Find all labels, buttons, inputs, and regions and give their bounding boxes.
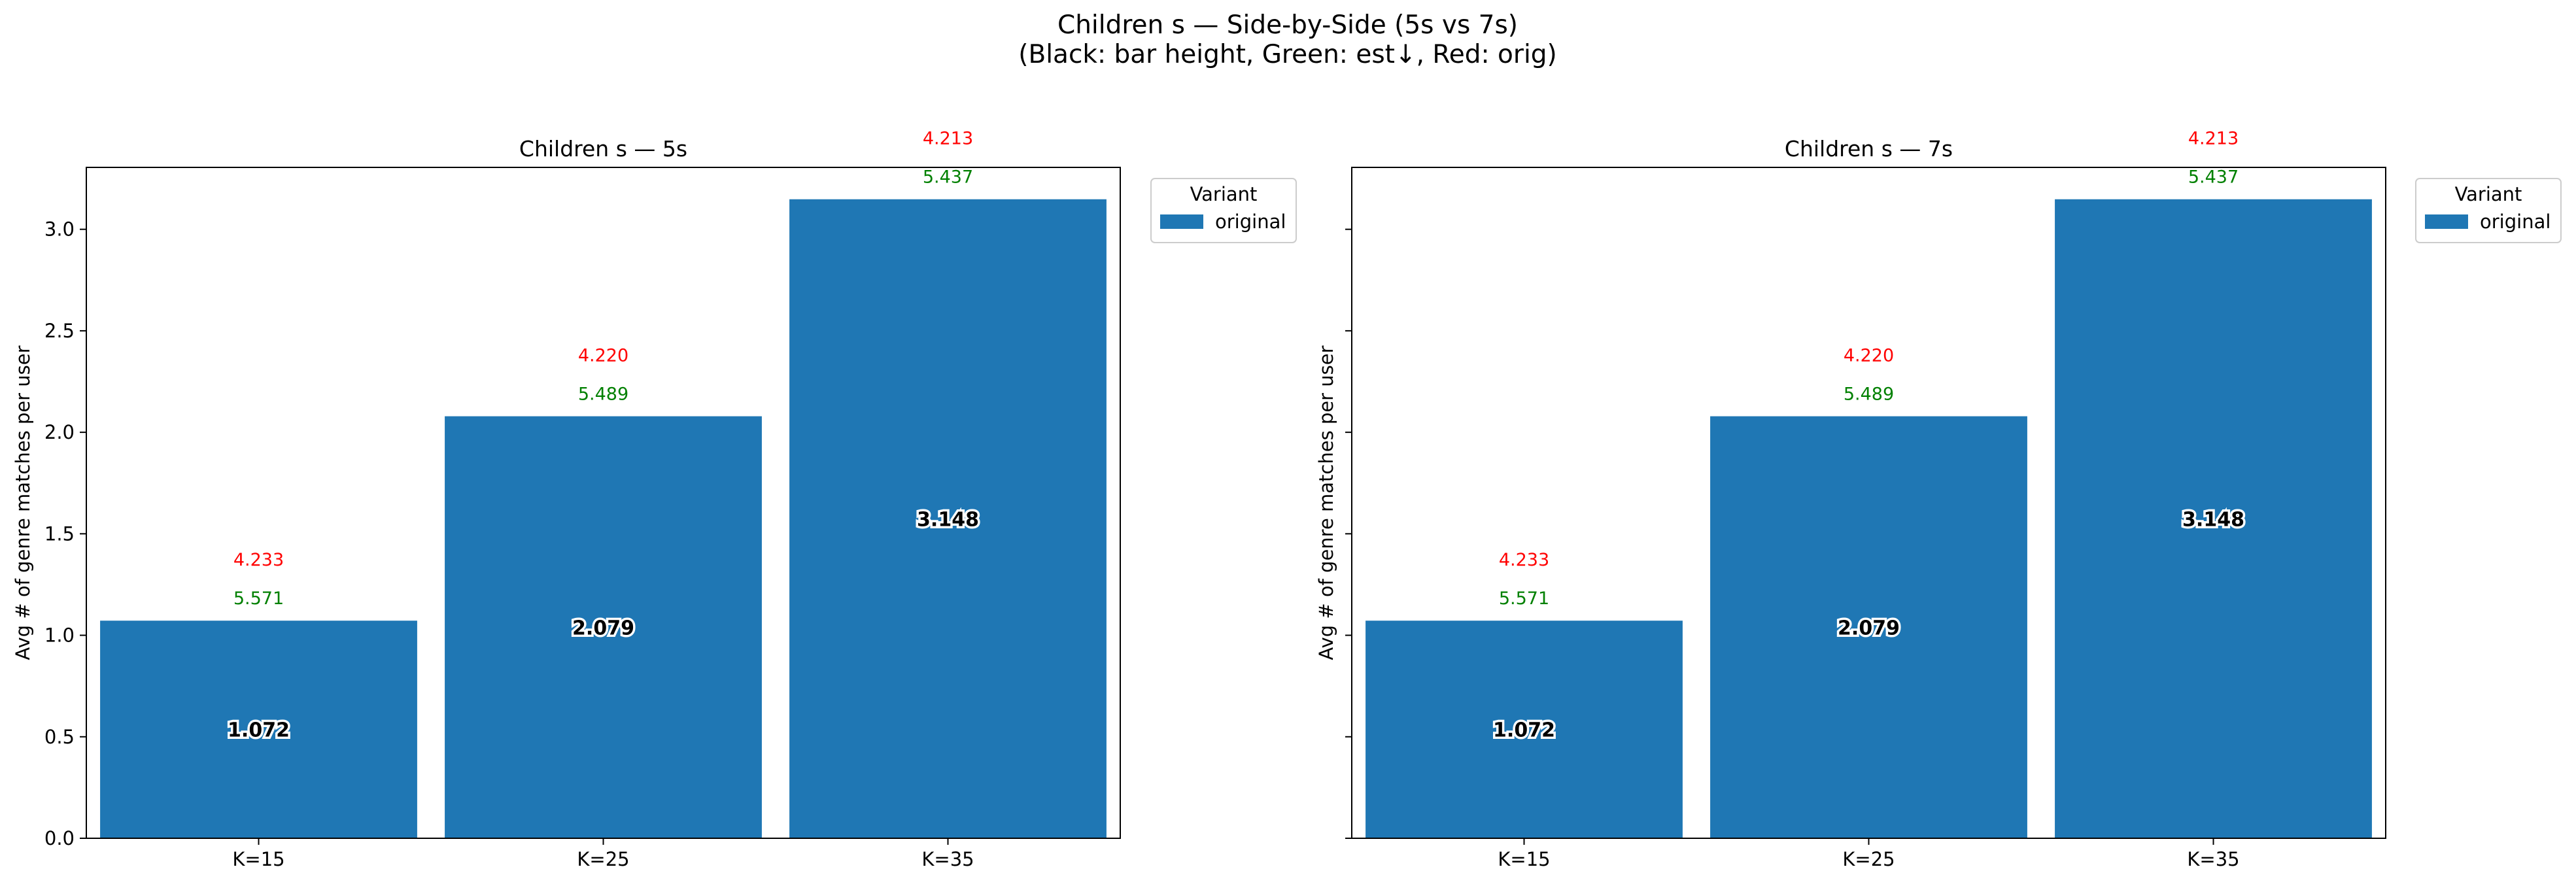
bar-k25 xyxy=(1710,416,2027,838)
bar-value-label: 3.148 xyxy=(2182,508,2244,531)
y-tick-label: 1.5 xyxy=(44,522,75,545)
legend-swatch xyxy=(2425,214,2468,229)
y-tick-label: 0.0 xyxy=(44,827,75,849)
est-value-label: 5.571 xyxy=(1499,588,1549,609)
est-value-label: 5.571 xyxy=(233,588,284,609)
y-axis-label: Avg # of genre matches per user xyxy=(1315,345,1337,660)
x-tick-label: K=25 xyxy=(1842,848,1895,870)
bar-value-label: 3.148 xyxy=(917,508,979,531)
figure-title-line-1: Children s — Side-by-Side (5s vs 7s) xyxy=(1057,10,1518,40)
bar-value-label: 1.072 xyxy=(1493,719,1555,742)
bar-value-label: 2.079 xyxy=(1838,617,1900,639)
chart-title: Children s — 7s xyxy=(1785,136,1953,162)
x-tick-label: K=15 xyxy=(1498,848,1550,870)
bar-k15 xyxy=(100,621,417,838)
y-tick-label: 0.5 xyxy=(44,726,75,748)
legend-title: Variant xyxy=(2455,183,2522,205)
legend-entry-label: original xyxy=(1215,211,1286,233)
chart-title: Children s — 5s xyxy=(519,136,687,162)
figure-title-line-2: (Black: bar height, Green: est↓, Red: or… xyxy=(1018,40,1557,69)
bar-k15 xyxy=(1365,621,1683,838)
legend-title: Variant xyxy=(1190,183,1258,205)
bar-k35 xyxy=(789,199,1107,838)
orig-value-label: 4.233 xyxy=(1499,550,1549,570)
chart-panel-2: 1.072 5.571 4.233 2.079 5.489 4.220 3.148 5.437… xyxy=(1315,129,2562,870)
y-tick-label: 2.5 xyxy=(44,320,75,342)
x-tick-label: K=35 xyxy=(921,848,974,870)
legend-entry-label: original xyxy=(2480,211,2550,233)
charts-layer: 1.072 5.571 4.233 2.079 5.489 4.220 3.148 5.437… xyxy=(12,129,2562,870)
bar-value-label: 2.079 xyxy=(572,617,634,639)
x-tick-label: K=25 xyxy=(577,848,629,870)
chart-panel-1: 1.072 5.571 4.233 2.079 5.489 4.220 3.148 5.437… xyxy=(12,129,1297,870)
y-tick-label: 1.0 xyxy=(44,624,75,647)
y-axis-label: Avg # of genre matches per user xyxy=(12,345,34,660)
est-value-label: 5.437 xyxy=(2188,167,2239,188)
bar-k35 xyxy=(2055,199,2372,838)
y-tick-label: 3.0 xyxy=(44,218,75,241)
orig-value-label: 4.233 xyxy=(233,550,284,570)
orig-value-label: 4.220 xyxy=(578,346,628,366)
bar-k25 xyxy=(445,416,762,838)
bar-value-label: 1.072 xyxy=(228,719,290,742)
y-tick-label: 2.0 xyxy=(44,421,75,443)
legend: Variant original xyxy=(1150,178,1297,243)
x-tick-label: K=35 xyxy=(2187,848,2239,870)
est-value-label: 5.489 xyxy=(1844,384,1894,405)
orig-value-label: 4.213 xyxy=(923,129,973,149)
legend: Variant original xyxy=(2415,178,2562,243)
est-value-label: 5.437 xyxy=(923,167,973,188)
est-value-label: 5.489 xyxy=(578,384,628,405)
x-tick-label: K=15 xyxy=(232,848,284,870)
orig-value-label: 4.213 xyxy=(2188,129,2239,149)
legend-swatch xyxy=(1160,214,1203,229)
orig-value-label: 4.220 xyxy=(1844,346,1894,366)
